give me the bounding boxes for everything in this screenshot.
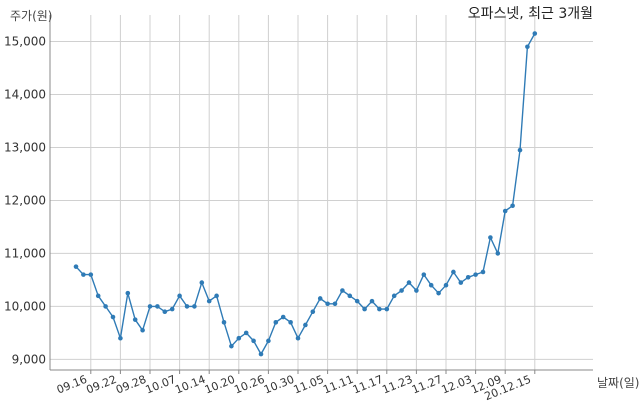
data-point — [517, 147, 523, 153]
data-point — [384, 306, 390, 312]
y-tick-label: 14,000 — [4, 87, 46, 101]
data-point — [369, 298, 375, 304]
data-point — [95, 293, 101, 299]
data-point — [243, 330, 249, 336]
data-point — [169, 306, 175, 312]
data-point — [443, 282, 449, 288]
data-point — [495, 251, 501, 256]
data-point — [258, 351, 264, 357]
data-point — [391, 293, 397, 299]
data-point — [399, 288, 404, 293]
data-point — [362, 306, 367, 312]
data-point — [280, 314, 286, 320]
data-point — [132, 317, 138, 322]
data-point — [303, 322, 308, 328]
data-point — [221, 320, 227, 325]
y-tick-labels: 9,000 10,000 11,000 12,000 13,000 14,000 15,00… — [4, 34, 46, 366]
data-point — [206, 298, 212, 304]
data-point — [81, 272, 86, 277]
data-point — [436, 290, 441, 296]
data-point — [354, 298, 360, 304]
data-point — [488, 235, 493, 240]
data-point — [236, 335, 242, 341]
data-point — [229, 343, 234, 349]
data-point — [155, 304, 160, 309]
data-point — [266, 338, 271, 344]
grid-lines — [50, 15, 593, 370]
data-point — [103, 304, 108, 309]
data-point — [428, 282, 434, 288]
data-point — [451, 269, 456, 275]
y-tick-label: 13,000 — [4, 140, 46, 154]
data-point — [406, 280, 412, 285]
data-point — [147, 304, 153, 309]
data-point — [125, 290, 131, 296]
y-tick-label: 9,000 — [12, 352, 46, 366]
data-point — [214, 293, 219, 299]
data-point — [465, 274, 471, 280]
data-point — [525, 44, 530, 50]
data-point — [502, 208, 508, 214]
data-point — [421, 272, 427, 277]
y-tick-label: 10,000 — [4, 299, 46, 313]
data-point — [510, 203, 515, 209]
x-axis-label: 날짜(일) — [597, 376, 639, 390]
data-point — [532, 31, 538, 36]
y-tick-label: 11,000 — [4, 246, 46, 260]
data-point — [199, 280, 205, 285]
data-point — [177, 293, 182, 299]
data-point — [295, 335, 301, 341]
data-point — [192, 304, 197, 309]
data-point — [88, 272, 94, 277]
y-axis-label: 주가(원) — [10, 9, 52, 23]
data-point — [184, 304, 190, 309]
data-point — [140, 327, 145, 333]
data-point — [414, 288, 419, 293]
data-point — [317, 296, 323, 301]
data-point — [377, 306, 382, 312]
data-point — [118, 335, 123, 341]
data-point — [340, 288, 345, 293]
data-point — [325, 301, 330, 307]
y-tick-label: 15,000 — [4, 34, 46, 48]
chart-title: 오파스넷, 최근 3개월 — [468, 6, 593, 22]
data-point — [162, 309, 168, 315]
data-point — [251, 338, 256, 344]
axes — [49, 15, 593, 374]
data-point — [310, 309, 316, 315]
data-point — [332, 301, 338, 307]
data-point — [473, 272, 478, 277]
x-tick-labels: 09.1609.2209.2810.0710.1410.2010.2610.30… — [55, 373, 533, 403]
data-point — [288, 320, 293, 325]
data-point — [273, 320, 279, 325]
data-point — [480, 269, 486, 275]
data-point — [73, 264, 79, 269]
data-point — [458, 280, 464, 285]
data-point — [347, 293, 353, 299]
y-tick-label: 12,000 — [4, 193, 46, 207]
series-price — [73, 31, 538, 357]
data-point — [110, 314, 116, 320]
